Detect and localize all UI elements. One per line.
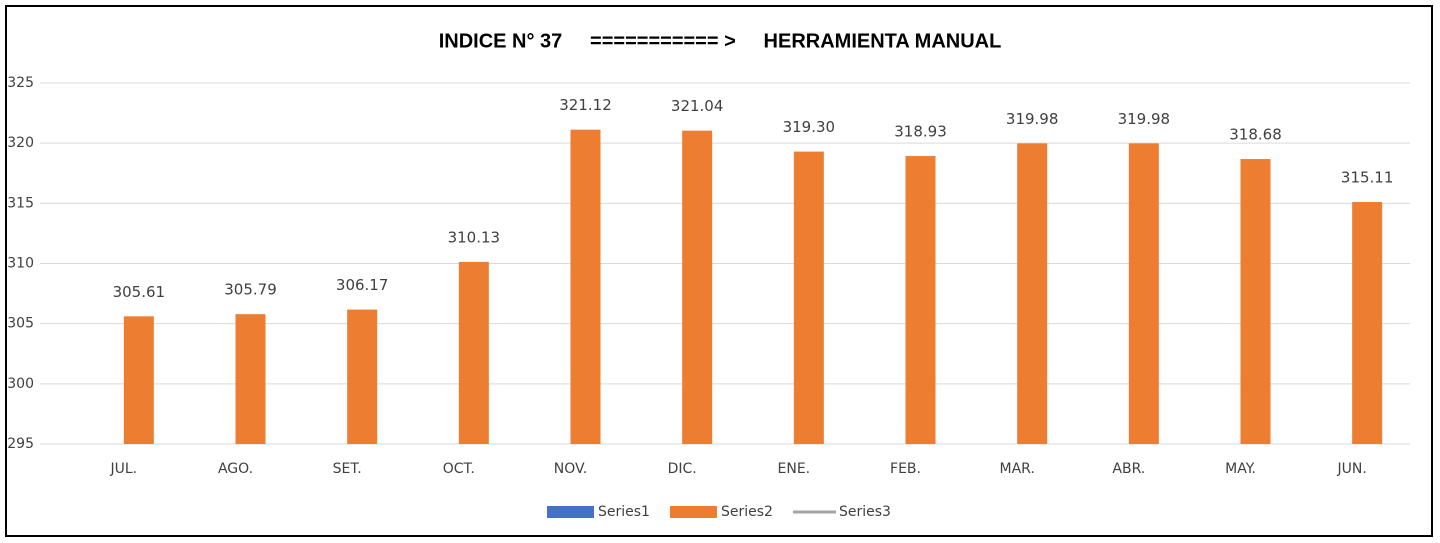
y-tick-label: 310: [7, 256, 34, 272]
data-label: 305.79: [224, 281, 277, 299]
data-label: 306.17: [336, 276, 389, 294]
bar: [1352, 202, 1383, 444]
y-tick-label: 325: [7, 75, 34, 91]
data-label: 321.12: [559, 96, 612, 114]
bar: [458, 261, 489, 444]
bar: [235, 314, 266, 444]
x-tick-label: SET.: [333, 461, 362, 477]
bar: [1240, 159, 1271, 444]
x-tick-label: OCT.: [443, 461, 475, 477]
x-tick-label: NOV.: [554, 461, 587, 477]
x-tick-label: AGO.: [218, 461, 253, 477]
x-tick-label: MAR.: [999, 461, 1034, 477]
bar: [1128, 143, 1159, 444]
y-tick-label: 315: [7, 195, 34, 211]
data-label: 305.61: [113, 283, 166, 301]
bar: [682, 130, 713, 445]
bar: [570, 129, 601, 444]
y-tick-label: 320: [7, 135, 34, 151]
x-tick-label: JUL.: [110, 461, 138, 477]
bar: [793, 151, 824, 444]
x-tick-label: ENE.: [778, 461, 811, 477]
x-tick-label: DIC.: [668, 461, 697, 477]
bar: [347, 309, 378, 444]
x-tick-label: JUN.: [1337, 461, 1367, 477]
x-tick-label: FEB.: [890, 461, 921, 477]
y-tick-label: 295: [7, 436, 34, 452]
chart-title: INDICE N° 37 =========== > HERRAMIENTA M…: [439, 30, 1002, 52]
y-tick-label: 305: [7, 316, 34, 332]
data-label: 318.68: [1229, 126, 1282, 144]
legend-swatch: [547, 506, 594, 518]
data-label: 319.98: [1118, 110, 1171, 128]
bar: [1017, 143, 1048, 444]
data-label: 315.11: [1341, 169, 1394, 187]
data-label: 319.98: [1006, 110, 1059, 128]
data-label: 321.04: [671, 97, 724, 115]
x-tick-label: MAY.: [1225, 461, 1256, 477]
chart-border: [5, 5, 1433, 537]
data-label: 318.93: [894, 123, 947, 141]
data-label: 310.13: [448, 228, 501, 246]
legend-label: Series2: [721, 504, 773, 520]
legend-swatch: [669, 506, 717, 518]
bar: [123, 316, 154, 444]
legend-label: Series3: [839, 504, 891, 520]
x-tick-label: ABR.: [1112, 461, 1145, 477]
data-label: 319.30: [783, 118, 836, 136]
legend-label: Series1: [598, 504, 650, 520]
bar: [905, 156, 936, 444]
y-tick-label: 300: [7, 376, 34, 392]
